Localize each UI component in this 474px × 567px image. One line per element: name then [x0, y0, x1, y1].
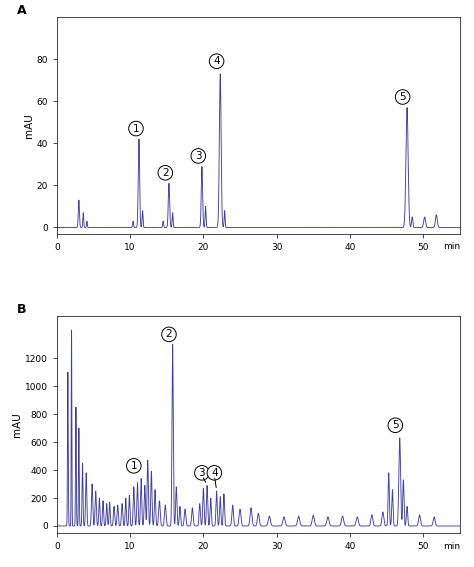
Text: 2: 2: [162, 168, 169, 178]
Text: B: B: [17, 303, 26, 316]
Text: A: A: [17, 4, 26, 17]
Text: 5: 5: [399, 92, 406, 102]
Y-axis label: mAU: mAU: [12, 412, 22, 437]
Text: 3: 3: [195, 151, 201, 161]
Text: 5: 5: [392, 420, 399, 430]
Text: 4: 4: [211, 468, 218, 478]
Text: 4: 4: [213, 56, 220, 66]
Text: 1: 1: [130, 461, 137, 471]
Text: 3: 3: [199, 468, 205, 478]
Text: min: min: [443, 243, 460, 252]
Text: min: min: [443, 541, 460, 551]
Text: 1: 1: [133, 124, 139, 134]
Y-axis label: mAU: mAU: [24, 113, 34, 138]
Text: 2: 2: [165, 329, 172, 340]
